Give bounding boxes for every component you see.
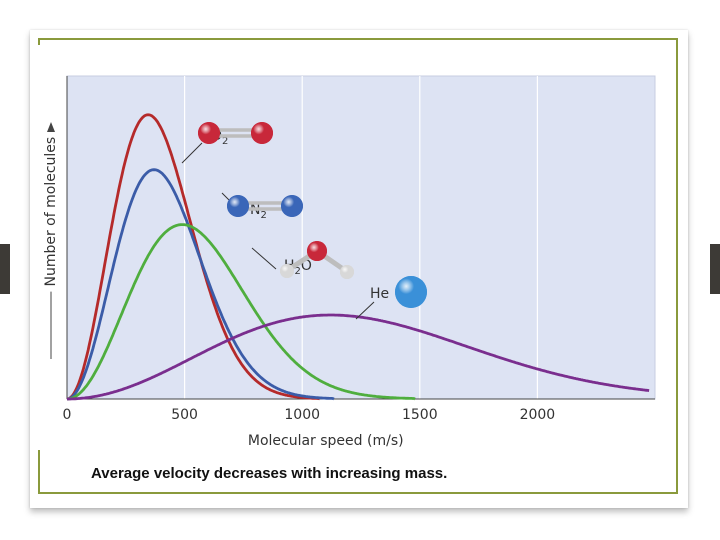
right-edge-tab xyxy=(710,244,720,294)
left-edge-tab xyxy=(0,244,10,294)
x-tick-label-1500: 1500 xyxy=(402,407,438,423)
water-oxygen-atom-icon xyxy=(307,241,327,261)
oxygen-atom-2-icon xyxy=(251,122,273,144)
leader-line-h2o xyxy=(251,247,277,270)
slide-caption: Average velocity decreases with increasi… xyxy=(91,465,448,482)
curve-o2 xyxy=(66,113,321,401)
y-axis-label: Number of molecules xyxy=(43,137,59,287)
curve-n2 xyxy=(66,168,335,401)
x-tick-label-500: 500 xyxy=(171,407,198,423)
x-axis-label: Molecular speed (m/s) xyxy=(248,433,404,449)
x-tick-label-0: 0 xyxy=(63,407,72,423)
series-label-he: He xyxy=(370,286,389,302)
y-axis-arrow xyxy=(47,122,55,132)
plot-area xyxy=(66,75,656,400)
curve-h2o xyxy=(66,223,416,401)
nitrogen-atom-2-icon xyxy=(281,195,303,217)
speed-distribution-figure: 0 500 1000 1500 2000 Molecular speed (m/s) Num… xyxy=(36,45,656,450)
speed-distribution-chart: 0 500 1000 1500 2000 Molecular speed (m/s) Num… xyxy=(43,75,656,449)
helium-atom-icon xyxy=(395,276,427,308)
water-hydrogen-atom-1-icon xyxy=(280,264,294,278)
nitrogen-atom-1-icon xyxy=(227,195,249,217)
x-tick-label-1000: 1000 xyxy=(284,407,320,423)
x-tick-label-2000: 2000 xyxy=(520,407,556,423)
leader-line-o2 xyxy=(181,142,203,164)
oxygen-atom-1-icon xyxy=(198,122,220,144)
leader-line-he xyxy=(355,301,375,320)
water-hydrogen-atom-2-icon xyxy=(340,265,354,279)
